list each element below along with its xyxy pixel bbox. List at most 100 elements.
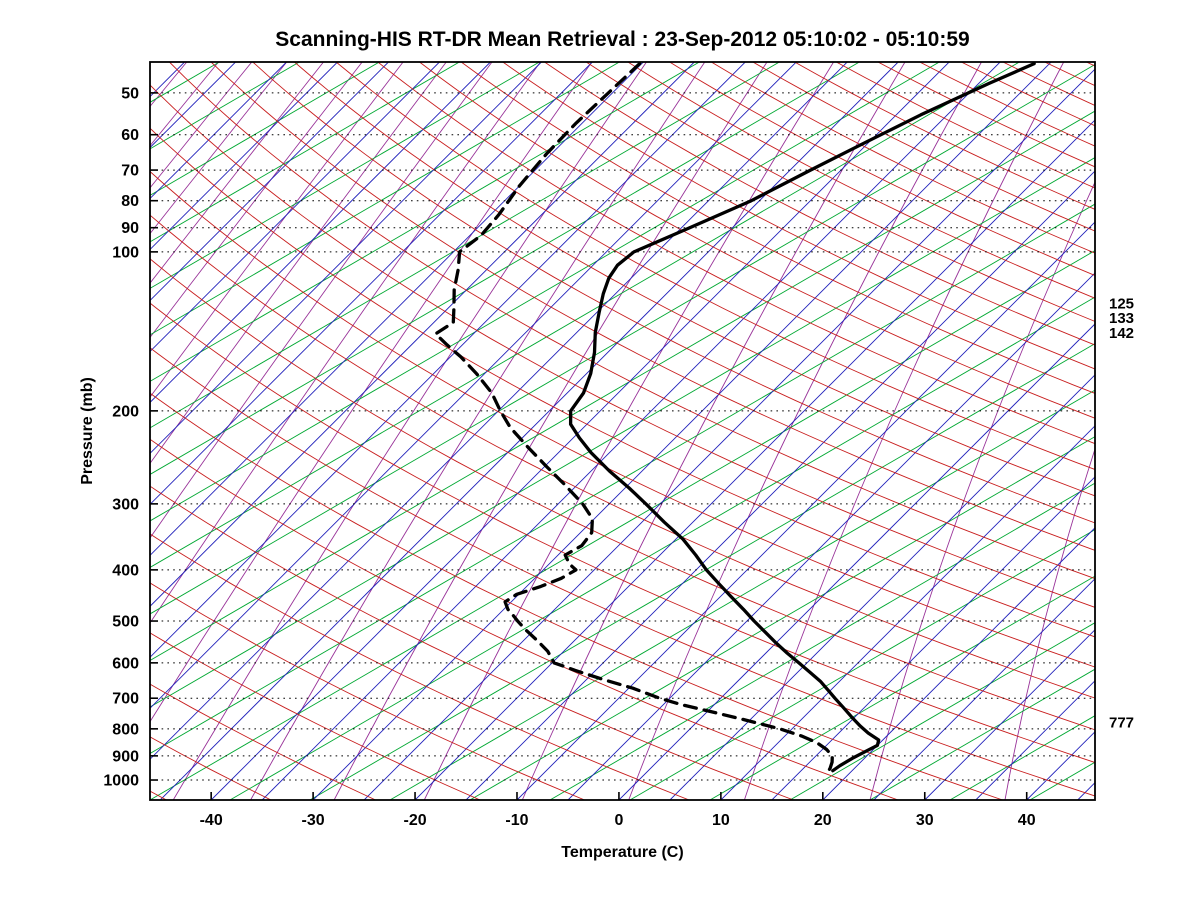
pressure-annotation: 133 [1109,310,1134,327]
moist-adiabat-line [150,62,220,103]
dewpoint-profile-line [433,62,834,773]
dry-adiabat-line [150,683,376,800]
isotherm-lines [0,62,1095,800]
isotherm-line [771,476,1095,800]
pressure-tick-label: 80 [121,193,139,210]
temperature-tick-label: 30 [916,812,934,829]
dry-adiabat-line [150,84,1095,608]
pressure-tick-label: 90 [121,220,139,237]
dry-adiabat-line [150,347,1095,797]
isotherm-line [414,119,1095,800]
moist-adiabat-line [150,62,700,382]
moist-adiabat-line [709,575,1095,800]
moist-adiabat-line [309,343,1095,800]
dry-adiabat-line [294,62,1095,497]
pressure-tick-label: 300 [112,496,139,513]
isotherm-line [873,578,1095,800]
isotherm-line [150,62,848,760]
moist-adiabat-line [150,203,1095,755]
isotherm-line [150,62,542,455]
moist-adiabat-line [150,62,940,522]
dry-adiabat-line [711,62,1095,254]
isotherm-line [465,170,1095,800]
isotherm-line [618,323,1095,800]
dry-adiabat-line [150,127,1095,638]
dry-adiabat-line [419,62,1095,419]
isotherm-line [150,62,389,302]
dry-adiabat-line [794,62,1095,210]
mixing-ratio-line [150,62,493,539]
moist-adiabat-line [389,389,1095,800]
dry-adiabat-line [252,62,1095,524]
mixing-ratio-line [150,62,288,235]
isotherm-line [150,62,338,251]
dry-adiabat-line [836,62,1095,189]
pressure-annotation: 142 [1109,325,1134,342]
temperature-profile-line [568,62,1036,773]
moist-adiabat-line [869,668,1095,800]
pressure-tick-label: 700 [112,691,139,708]
moist-adiabat-line [0,62,139,800]
mixing-ratio-line [628,62,982,800]
temperature-tick-label: -30 [302,812,325,829]
pressure-tick-label: 500 [112,614,139,631]
dry-adiabat-line [1086,62,1095,67]
dry-adiabat-line [752,62,1095,232]
moist-adiabat-line [150,62,460,243]
temperature-tick-label: 20 [814,812,832,829]
mixing-ratio-line [1004,447,1095,800]
dry-adiabat-line [150,214,1095,699]
pressure-tick-label: 1000 [103,773,139,790]
isotherm-line [516,221,1095,800]
isotherm-line [0,62,134,800]
dry-adiabat-line [150,485,794,800]
pressure-tick-label: 60 [121,127,139,144]
dry-adiabat-line [150,258,1095,731]
mixing-ratio-line [150,62,219,147]
y-axis-label: Pressure (mb) [79,377,96,485]
isotherm-line [150,62,593,506]
mixing-ratio-lines [150,62,1095,800]
dry-adiabat-line [460,62,1095,394]
isotherm-line [150,62,746,658]
dry-adiabat-line [585,62,1095,322]
temperature-tick-label: -40 [200,812,223,829]
dry-adiabat-line [502,62,1095,370]
pressure-tick-label: 800 [112,721,139,738]
pressure-tick-label: 100 [112,244,139,261]
mixing-ratio-line [423,62,834,800]
pressure-tick-label: 400 [112,562,139,579]
moist-adiabat-line [789,622,1095,800]
mixing-ratio-line [150,62,447,465]
moist-adiabat-line [150,62,540,289]
isotherm-line [150,62,695,607]
dry-adiabat-line [150,632,481,800]
dry-adiabat-line [1044,62,1095,87]
dry-adiabat-line [150,533,690,800]
isotherm-line [822,527,1095,800]
dry-adiabat-line [377,62,1095,445]
mixing-ratio-line [869,181,1095,800]
isotherm-line [720,425,1095,800]
moist-adiabat-line [549,482,1095,800]
moist-adiabat-line [150,62,380,196]
isotherm-line [924,629,1095,800]
isotherm-line [1026,731,1095,800]
moist-adiabat-line [150,62,860,475]
mixing-ratio-line [150,62,541,624]
dry-adiabat-line [669,62,1095,277]
isotherm-line [669,374,1095,800]
isotherm-line [150,62,491,404]
dry-adiabat-line [150,582,585,800]
pressure-tick-label: 600 [112,655,139,672]
moist-adiabat-lines [0,62,1095,800]
mixing-ratio-line [521,62,906,800]
pressure-tick-label: 200 [112,403,139,420]
mixing-ratio-line [150,62,404,398]
temperature-tick-label: -10 [505,812,528,829]
isotherm-line [150,62,797,709]
moist-adiabat-line [150,62,780,429]
moist-adiabat-line [1029,761,1095,800]
